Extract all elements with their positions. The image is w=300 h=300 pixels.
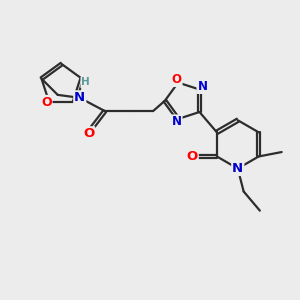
Text: N: N <box>74 91 85 104</box>
Text: O: O <box>187 150 198 163</box>
Text: N: N <box>197 80 207 93</box>
Text: H: H <box>81 77 90 88</box>
Text: O: O <box>41 96 52 109</box>
Text: O: O <box>172 73 182 86</box>
Text: O: O <box>83 127 94 140</box>
Text: N: N <box>172 116 182 128</box>
Text: N: N <box>232 162 243 175</box>
